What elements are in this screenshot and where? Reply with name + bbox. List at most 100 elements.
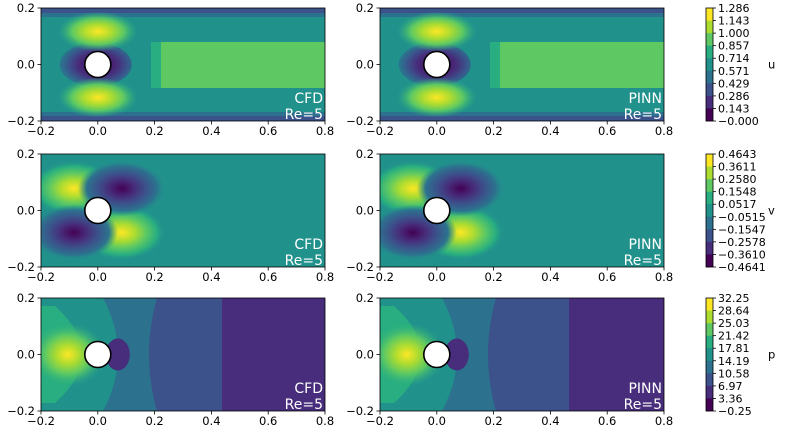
colorbar-tick-label: 6.97	[718, 380, 743, 393]
y-tick-label: −0.2	[346, 114, 374, 128]
x-tick-label: −0.2	[27, 270, 55, 284]
field-image	[380, 298, 664, 411]
reynolds-label: Re=5	[624, 397, 662, 413]
y-tick-label: 0.2	[356, 291, 374, 305]
y-tick-label: 0.0	[17, 204, 35, 218]
colorbar-frame	[705, 297, 714, 412]
y-tick-label: 0.2	[356, 147, 374, 161]
cylinder	[84, 340, 112, 369]
reynolds-label: Re=5	[285, 397, 323, 413]
low-pressure-region	[105, 338, 130, 371]
colorbar-segment	[706, 204, 713, 218]
field-image	[41, 8, 325, 121]
colorbar-segment	[706, 216, 713, 230]
stagnation-pressure	[41, 322, 106, 387]
colorbar-segment	[706, 191, 713, 205]
x-tick-label: 0.4	[541, 270, 559, 284]
cylinder	[422, 50, 451, 79]
colorbar-tick-label: 14.19	[718, 355, 750, 368]
case-label: PINN	[628, 237, 662, 253]
case-label: PINN	[628, 91, 662, 107]
colorbar-tick-label: 0.0517	[718, 198, 757, 211]
x-tick-label: 0.6	[259, 414, 277, 428]
colorbar-tick-label: 0.1548	[718, 186, 757, 199]
x-tick-label: 0.4	[202, 124, 220, 138]
colorbar-segment	[706, 229, 713, 243]
y-tick-label: 0.2	[17, 1, 35, 15]
x-tick-label: 0.2	[145, 414, 163, 428]
reynolds-label: Re=5	[624, 107, 662, 123]
low-pressure-region	[444, 338, 469, 371]
colorbar-tick-label: 32.25	[718, 292, 750, 305]
reynolds-label: Re=5	[285, 107, 323, 123]
y-tick-label: 0.0	[356, 348, 374, 362]
x-tick-label: 0.8	[316, 124, 334, 138]
colorbar-tick-label: 28.64	[718, 305, 750, 318]
colorbar-tick-label: 1.286	[718, 2, 750, 15]
x-tick-label: 0.4	[541, 414, 559, 428]
x-tick-label: 0.8	[655, 124, 673, 138]
colorbar-segment	[706, 373, 713, 387]
x-tick-label: 0.6	[598, 270, 616, 284]
colorbar-segment	[706, 154, 713, 167]
field-image	[380, 154, 664, 267]
x-tick-label: 0.8	[316, 414, 334, 428]
colorbar-u: 1.2861.1431.0000.8570.7140.5710.4290.286…	[705, 2, 775, 128]
wall-layer	[380, 13, 664, 17]
x-tick-label: 0.2	[145, 124, 163, 138]
x-tick-label: 0.0	[89, 414, 107, 428]
x-tick-label: 0.8	[316, 270, 334, 284]
x-tick-label: 0.6	[259, 124, 277, 138]
wall-bottom	[41, 116, 325, 121]
colorbar-segment	[706, 166, 713, 180]
colorbar-segment	[706, 58, 713, 72]
x-tick-label: 0.0	[89, 124, 107, 138]
colorbar-segment	[706, 360, 713, 374]
wake-edge	[151, 42, 161, 88]
wall-layer	[41, 13, 325, 17]
x-tick-label: 0.6	[598, 414, 616, 428]
y-tick-label: −0.2	[7, 404, 35, 418]
velocity-lobe	[396, 77, 477, 118]
y-tick-label: 0.0	[17, 58, 35, 72]
x-tick-label: 0.0	[428, 414, 446, 428]
y-tick-label: 0.0	[17, 348, 35, 362]
colorbar-segment	[706, 310, 713, 324]
reynolds-label: Re=5	[285, 253, 323, 269]
x-tick-label: −0.2	[366, 124, 394, 138]
colorbar-label: v	[768, 204, 775, 218]
colorbar-segment	[706, 298, 713, 311]
outlet-region	[222, 298, 325, 411]
colorbar-tick-label: 3.36	[718, 392, 743, 405]
x-tick-label: 0.2	[484, 270, 502, 284]
x-tick-label: 0.4	[202, 270, 220, 284]
colorbar-segment	[706, 254, 713, 268]
colorbar-segment	[706, 108, 713, 122]
wake-band	[494, 42, 664, 88]
x-tick-label: 0.2	[145, 270, 163, 284]
case-label: CFD	[294, 91, 323, 107]
colorbar-tick-label: −0.1547	[718, 223, 766, 236]
x-tick-label: −0.2	[366, 414, 394, 428]
colorbar-tick-label: 0.3611	[718, 161, 757, 174]
colorbar-segment	[706, 70, 713, 84]
colorbar-segment	[706, 20, 713, 34]
x-tick-label: 0.0	[428, 124, 446, 138]
x-tick-label: 0.4	[202, 414, 220, 428]
case-label: CFD	[294, 237, 323, 253]
y-tick-label: −0.2	[346, 404, 374, 418]
colorbar-tick-label: 0.286	[718, 90, 750, 103]
colorbar-tick-label: 0.857	[718, 40, 750, 53]
colorbar-segment	[706, 241, 713, 255]
wake-band	[155, 42, 325, 88]
wall-bottom	[380, 116, 664, 121]
wall-layer	[380, 112, 664, 116]
case-label: CFD	[294, 381, 323, 397]
colorbar-tick-label: −0.4641	[718, 261, 766, 274]
colorbar-label: p	[768, 348, 775, 362]
colorbar-tick-label: −0.000	[718, 115, 759, 128]
